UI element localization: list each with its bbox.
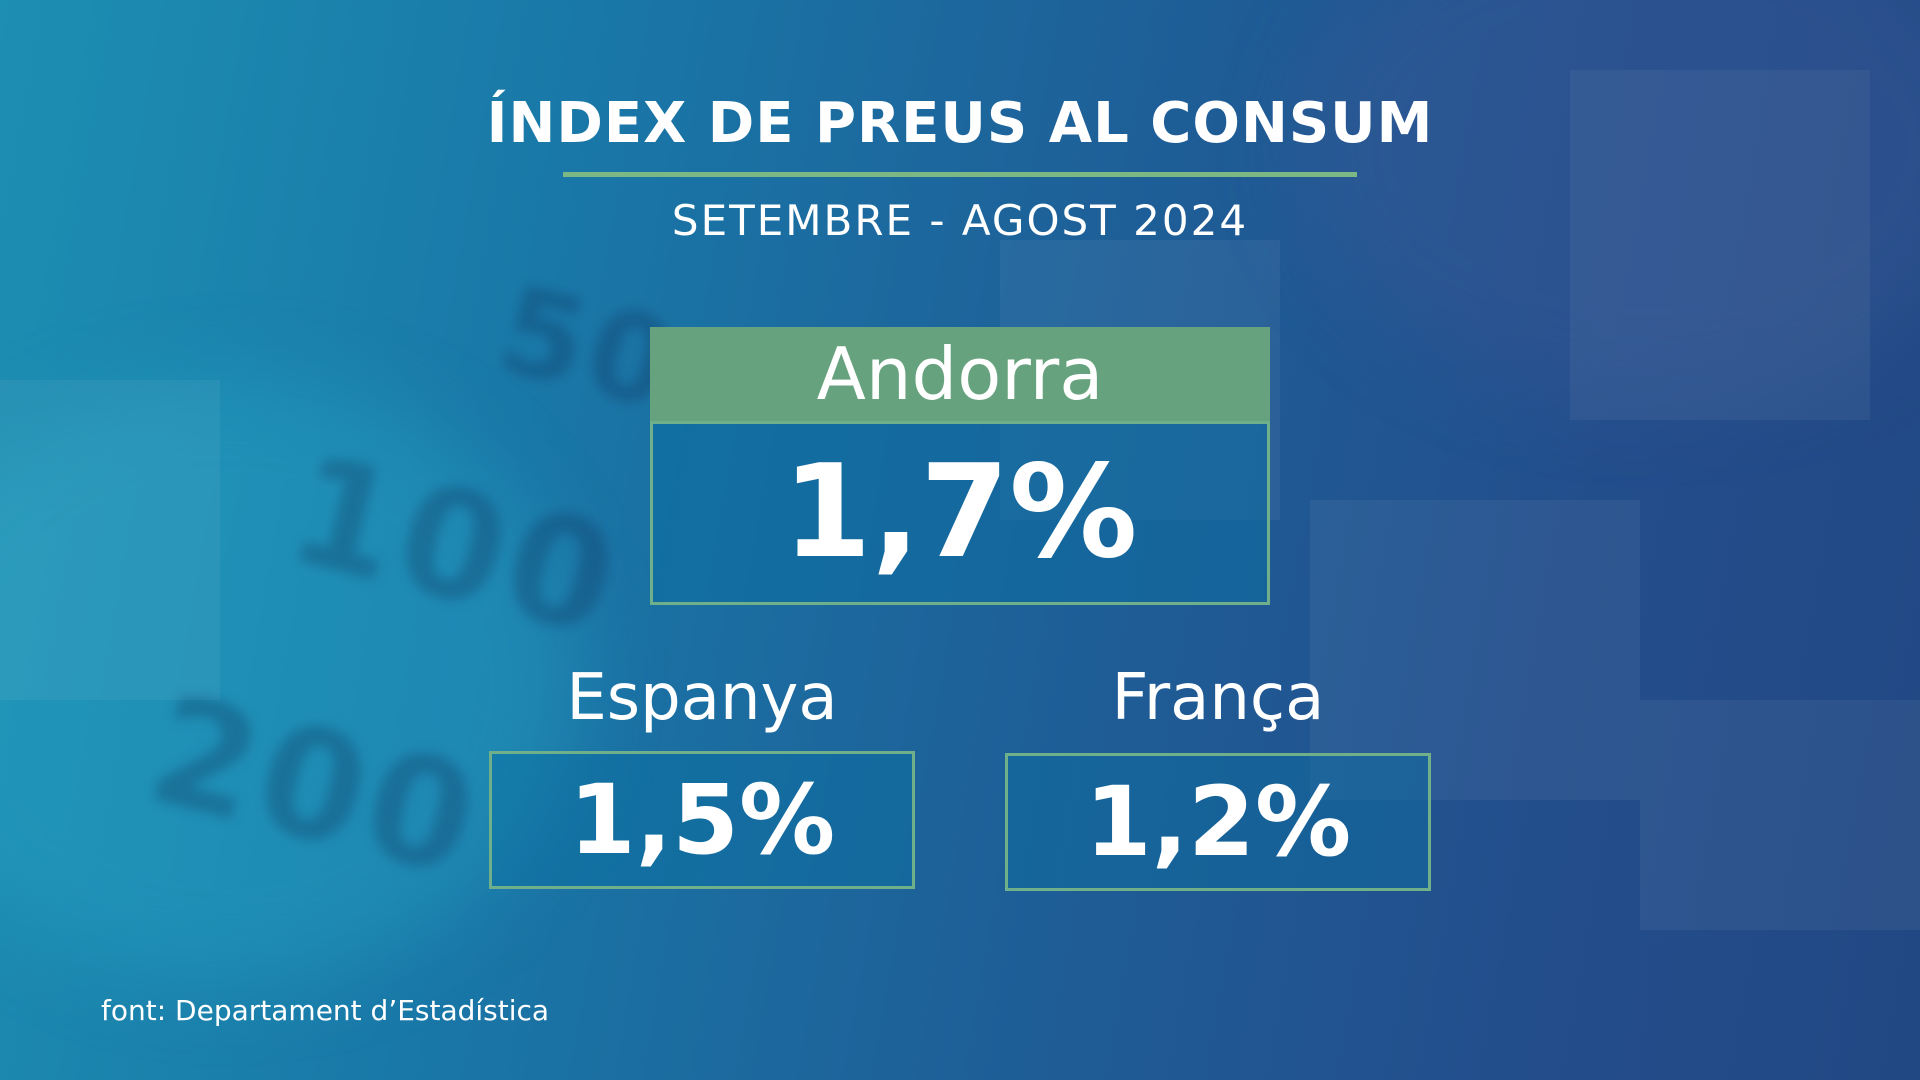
main-country-card: Andorra 1,7% bbox=[650, 327, 1270, 605]
background-tile bbox=[1570, 70, 1870, 420]
country-label-franca: França bbox=[1111, 661, 1325, 735]
main-country-value: 1,7% bbox=[650, 421, 1270, 605]
source-note: font: Departament d’Estadística bbox=[101, 994, 550, 1027]
background-tile bbox=[1640, 700, 1920, 930]
page-subtitle: SETEMBRE - AGOST 2024 bbox=[671, 196, 1249, 245]
background-tile bbox=[1310, 500, 1640, 800]
page-title: ÍNDEX DE PREUS AL CONSUM bbox=[486, 91, 1434, 156]
country-value-franca: 1,2% bbox=[1005, 753, 1431, 891]
main-country-label: Andorra bbox=[650, 327, 1270, 421]
title-underline bbox=[563, 172, 1357, 177]
country-value-espanya: 1,5% bbox=[489, 751, 915, 889]
background-glow bbox=[0, 380, 580, 980]
background-tile bbox=[0, 380, 220, 700]
country-label-espanya: Espanya bbox=[566, 661, 838, 735]
